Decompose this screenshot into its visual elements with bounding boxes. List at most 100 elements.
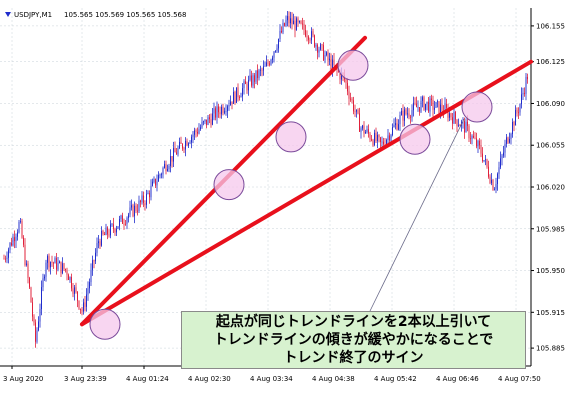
candle-body bbox=[386, 139, 387, 146]
candle-body bbox=[515, 109, 516, 126]
candle-body bbox=[267, 62, 269, 64]
candle-body bbox=[119, 219, 120, 227]
candle-body bbox=[402, 111, 404, 121]
candle-body bbox=[395, 123, 396, 126]
candle-body bbox=[296, 18, 297, 31]
candle-body bbox=[473, 135, 474, 138]
candle-body bbox=[459, 125, 461, 127]
candle-body bbox=[92, 260, 93, 270]
candle-body bbox=[77, 291, 78, 301]
candle-body bbox=[327, 52, 329, 61]
x-tick-label: 4 Aug 02:30 bbox=[188, 375, 231, 383]
candle-body bbox=[228, 105, 230, 107]
candle-body bbox=[38, 321, 39, 331]
x-tick-label: 3 Aug 23:39 bbox=[64, 375, 107, 383]
candle-body bbox=[239, 97, 240, 98]
candle-body bbox=[195, 130, 197, 132]
candle-body bbox=[21, 221, 23, 238]
candle-body bbox=[492, 180, 494, 191]
candle-body bbox=[54, 258, 56, 264]
candle-body bbox=[410, 116, 411, 118]
candle-body bbox=[482, 153, 483, 161]
candle-body bbox=[398, 124, 399, 130]
candle-body bbox=[63, 263, 65, 269]
candle-body bbox=[332, 59, 333, 70]
candle-body bbox=[444, 104, 446, 113]
candle-body bbox=[47, 256, 48, 263]
candle-body bbox=[35, 322, 36, 342]
candle-body bbox=[417, 107, 419, 108]
candle-body bbox=[32, 302, 33, 317]
candle-body bbox=[44, 276, 45, 279]
candle-body bbox=[369, 133, 371, 140]
candle-body bbox=[503, 152, 504, 156]
candle-body bbox=[80, 308, 81, 310]
candle-body bbox=[303, 23, 305, 31]
candle-body bbox=[221, 106, 222, 115]
candle-body bbox=[101, 230, 102, 246]
candle-body bbox=[467, 121, 468, 126]
candle-body bbox=[248, 79, 249, 91]
candle-body bbox=[404, 109, 405, 121]
candle-body bbox=[189, 142, 191, 144]
candle-body bbox=[390, 134, 392, 141]
candle-body bbox=[219, 112, 221, 115]
touch-point-marker bbox=[337, 49, 369, 81]
candle-body bbox=[272, 57, 273, 60]
candle-body bbox=[225, 111, 227, 113]
candle-body bbox=[299, 21, 300, 23]
candle-body bbox=[341, 73, 342, 80]
candle-body bbox=[372, 140, 374, 145]
candle-body bbox=[434, 107, 435, 110]
candle-body bbox=[371, 139, 372, 141]
candle-body bbox=[392, 127, 393, 135]
candle-body bbox=[257, 70, 258, 79]
candle-body bbox=[99, 241, 101, 246]
candle-body bbox=[120, 215, 122, 220]
candle-body bbox=[68, 274, 69, 281]
y-tick-label: 106.155 bbox=[536, 22, 565, 30]
x-tick-label: 4 Aug 01:24 bbox=[126, 375, 169, 383]
candle-body bbox=[15, 236, 17, 242]
candle-body bbox=[474, 137, 476, 139]
candle-body bbox=[276, 48, 278, 51]
candle-body bbox=[126, 217, 128, 224]
candle-body bbox=[261, 69, 263, 71]
candle-body bbox=[149, 193, 150, 198]
candle-body bbox=[87, 288, 89, 295]
y-tick-label: 105.985 bbox=[536, 225, 565, 233]
candle-body bbox=[453, 112, 455, 124]
annotation-line-3: トレンド終了のサイン bbox=[283, 350, 424, 366]
chart-ohlc-label: 105.565 105.569 105.565 105.568 bbox=[64, 11, 186, 19]
candle-body bbox=[158, 175, 159, 182]
candle-body bbox=[275, 50, 276, 52]
candle-body bbox=[260, 69, 261, 71]
candle-body bbox=[183, 148, 185, 150]
candle-body bbox=[393, 125, 395, 128]
candle-body bbox=[477, 141, 479, 147]
candle-body bbox=[426, 101, 428, 104]
candle-body bbox=[300, 21, 302, 24]
candle-body bbox=[429, 98, 431, 112]
candle-body bbox=[357, 109, 359, 114]
candle-body bbox=[363, 125, 365, 134]
candle-body bbox=[143, 195, 144, 204]
candle-body bbox=[6, 257, 8, 259]
candle-body bbox=[330, 58, 332, 70]
candle-body bbox=[236, 87, 237, 103]
candle-body bbox=[140, 200, 141, 203]
x-tick-label: 3 Aug 2020 bbox=[3, 375, 43, 383]
candle-body bbox=[162, 168, 164, 175]
candle-body bbox=[165, 164, 167, 172]
candle-body bbox=[333, 59, 335, 65]
candle-body bbox=[452, 117, 453, 124]
candle-body bbox=[518, 112, 519, 114]
candle-body bbox=[150, 185, 152, 198]
candle-body bbox=[206, 119, 207, 125]
header-dropdown-icon[interactable] bbox=[5, 12, 11, 17]
candle-body bbox=[311, 31, 312, 41]
candle-body bbox=[188, 143, 189, 146]
candle-body bbox=[111, 224, 113, 226]
candle-body bbox=[362, 125, 363, 129]
candle-body bbox=[201, 121, 203, 128]
